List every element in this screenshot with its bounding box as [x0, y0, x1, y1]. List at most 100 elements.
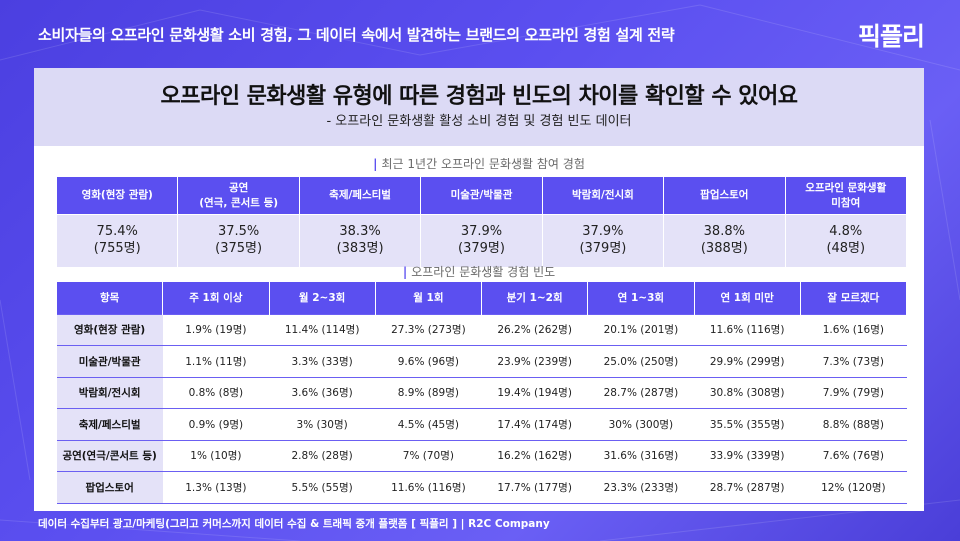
frequency-cell: 29.9% (299명) — [694, 345, 801, 378]
experience-percent: 37.9% — [582, 223, 624, 239]
experience-column-header: 축제/페스티벌 — [298, 176, 422, 215]
experience-count: (388명) — [700, 240, 748, 256]
experience-column-name: 영화(현장 관람) — [81, 189, 153, 202]
experience-count: (375명) — [215, 240, 263, 256]
experience-value-row: 75.4% (755명) 37.5% (375명) 38.3% (383명) 37.9% (3… — [55, 214, 908, 267]
experience-percent: 38.3% — [339, 223, 381, 239]
frequency-cell: 30% (300명) — [587, 408, 694, 441]
frequency-cell: 1.3% (13명) — [162, 471, 269, 504]
frequency-cell: 28.7% (287명) — [694, 471, 801, 504]
experience-value-cell: 37.5% (375명) — [177, 214, 300, 267]
frequency-cell: 20.1% (201명) — [587, 313, 694, 346]
frequency-cell: 3% (30명) — [269, 408, 376, 441]
frequency-cell: 1.6% (16명) — [800, 313, 907, 346]
content-panel: 오프라인 문화생활 유형에 따른 경험과 빈도의 차이를 확인할 수 있어요 -… — [34, 68, 924, 511]
table-row: 미술관/박물관 1.1% (11명) 3.3% (33명) 9.6% (96명) 23.… — [56, 345, 907, 378]
experience-column-name: 축제/페스티벌 — [329, 189, 391, 202]
frequency-cell: 1.1% (11명) — [162, 345, 269, 378]
frequency-column-header: 월 2~3회 — [268, 282, 376, 314]
experience-value-cell: 37.9% (379명) — [541, 214, 665, 267]
frequency-table: 항목 주 1회 이상 월 2~3회 월 1회 분기 1~2회 연 1~3회 연 1회 미만 잘… — [55, 282, 908, 504]
experience-column-name: 팝업스토어 — [700, 189, 749, 202]
frequency-row-label: 축제/페스티벌 — [56, 408, 163, 441]
frequency-section-text: 오프라인 문화생활 경험 빈도 — [411, 265, 556, 279]
experience-value-cell: 4.8% (48명) — [784, 214, 908, 267]
frequency-row-label: 공연(연극/콘서트 등) — [56, 440, 163, 472]
frequency-column-header: 잘 모르겠다 — [799, 282, 908, 314]
frequency-cell: 17.4% (174명) — [481, 408, 588, 441]
table-row: 박람회/전시회 0.8% (8명) 3.6% (36명) 8.9% (89명) 19.4… — [56, 377, 907, 409]
experience-column-header: 오프라인 문화생활 미참여 — [784, 176, 908, 215]
frequency-cell: 4.5% (45명) — [375, 408, 482, 441]
frequency-cell: 5.5% (55명) — [269, 471, 376, 504]
frequency-cell: 11.4% (114명) — [269, 313, 376, 346]
experience-column-name: 오프라인 문화생활 — [805, 182, 887, 195]
experience-percent: 75.4% — [96, 223, 138, 239]
frequency-cell: 19.4% (194명) — [481, 377, 588, 409]
frequency-cell: 25.0% (250명) — [587, 345, 694, 378]
frequency-column-header: 주 1회 이상 — [162, 282, 270, 314]
frequency-cell: 23.3% (233명) — [587, 471, 694, 504]
experience-column-header: 공연 (연극, 콘서트 등) — [177, 176, 300, 215]
experience-column-name-line2: 미참여 — [831, 196, 861, 209]
hero-title: 오프라인 문화생활 유형에 따른 경험과 빈도의 차이를 확인할 수 있어요 — [160, 84, 798, 109]
frequency-column-header: 월 1회 — [374, 282, 483, 314]
frequency-cell: 11.6% (116명) — [694, 313, 801, 346]
experience-percent: 4.8% — [829, 223, 863, 239]
frequency-cell: 9.6% (96명) — [375, 345, 482, 378]
experience-column-name: 미술관/박물관 — [450, 189, 513, 202]
frequency-cell: 1% (10명) — [162, 440, 269, 472]
section-bar-icon: | — [402, 265, 408, 279]
frequency-cell: 2.8% (28명) — [269, 440, 376, 472]
frequency-cell: 8.9% (89명) — [375, 377, 482, 409]
frequency-cell: 7.9% (79명) — [800, 377, 907, 409]
experience-count: (379명) — [458, 240, 505, 256]
frequency-cell: 3.6% (36명) — [269, 377, 376, 409]
frequency-cell: 3.3% (33명) — [269, 345, 376, 378]
table-row: 공연(연극/콘서트 등) 1% (10명) 2.8% (28명) 7% (70명) 16… — [56, 440, 907, 472]
frequency-row-label: 영화(현장 관람) — [56, 313, 163, 346]
experience-count: (755명) — [93, 240, 141, 256]
frequency-cell: 30.8% (308명) — [694, 377, 801, 409]
experience-column-name: 박람회/전시회 — [572, 189, 634, 202]
frequency-header-row: 항목 주 1회 이상 월 2~3회 월 1회 분기 1~2회 연 1~3회 연 1회 미만 잘… — [55, 282, 908, 314]
frequency-cell: 17.7% (177명) — [481, 471, 588, 504]
experience-value-cell: 38.3% (383명) — [298, 214, 422, 267]
frequency-cell: 27.3% (273명) — [375, 313, 482, 346]
frequency-cell: 0.9% (9명) — [162, 408, 269, 441]
frequency-cell: 8.8% (88명) — [800, 408, 907, 441]
experience-value-cell: 38.8% (388명) — [663, 214, 786, 267]
frequency-cell: 7% (70명) — [375, 440, 482, 472]
frequency-cell: 35.5% (355명) — [694, 408, 801, 441]
frequency-column-header: 분기 1~2회 — [480, 282, 589, 314]
experience-section-label: | 최근 1년간 오프라인 문화생활 참여 경험 — [34, 155, 924, 172]
frequency-column-header: 연 1회 미만 — [693, 282, 801, 314]
brand-logo: 픽플리 — [857, 22, 925, 51]
experience-count: (48명) — [826, 240, 866, 256]
experience-percent: 38.8% — [703, 223, 745, 239]
experience-table: 영화(현장 관람) 공연 (연극, 콘서트 등) 축제/페스티벌 미술관/박물관 박람회/… — [55, 176, 908, 267]
table-row: 영화(현장 관람) 1.9% (19명) 11.4% (114명) 27.3% (27… — [56, 313, 907, 346]
frequency-cell: 0.8% (8명) — [162, 377, 269, 409]
frequency-cell: 33.9% (339명) — [694, 440, 801, 472]
hero-subtitle: - 오프라인 문화생활 활성 소비 경험 및 경험 빈도 데이터 — [326, 114, 632, 129]
experience-column-name-line2: (연극, 콘서트 등) — [199, 196, 279, 209]
table-row: 팝업스토어 1.3% (13명) 5.5% (55명) 11.6% (116명) 17.… — [56, 471, 907, 504]
frequency-cell: 7.3% (73명) — [800, 345, 907, 378]
experience-header-row: 영화(현장 관람) 공연 (연극, 콘서트 등) 축제/페스티벌 미술관/박물관 박람회/… — [55, 176, 908, 215]
experience-count: (379명) — [579, 240, 627, 256]
frequency-cell: 28.7% (287명) — [587, 377, 694, 409]
frequency-cell: 12% (120명) — [800, 471, 907, 504]
frequency-cell: 26.2% (262명) — [481, 313, 588, 346]
experience-column-header: 팝업스토어 — [663, 176, 786, 215]
frequency-cell: 23.9% (239명) — [481, 345, 588, 378]
frequency-column-header: 항목 — [55, 282, 164, 314]
frequency-cell: 31.6% (316명) — [587, 440, 694, 472]
table-row: 축제/페스티벌 0.9% (9명) 3% (30명) 4.5% (45명) 17.4% … — [56, 408, 907, 441]
hero-banner: 오프라인 문화생활 유형에 따른 경험과 빈도의 차이를 확인할 수 있어요 -… — [34, 68, 924, 146]
frequency-cell: 7.6% (76명) — [800, 440, 907, 472]
frequency-cell: 16.2% (162명) — [481, 440, 588, 472]
experience-percent: 37.5% — [217, 223, 260, 239]
experience-section-text: 최근 1년간 오프라인 문화생활 참여 경험 — [381, 157, 585, 171]
experience-value-cell: 75.4% (755명) — [55, 214, 179, 267]
